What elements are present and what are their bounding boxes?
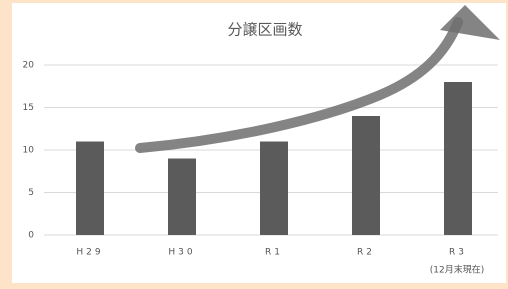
y-tick-label: 10 [23, 146, 35, 156]
bar [260, 142, 288, 236]
x-tick-label: H29 [76, 248, 103, 258]
chart-title: 分譲区画数 [227, 21, 302, 39]
note: (12月末現在) [430, 264, 484, 276]
y-tick-label: 15 [23, 103, 34, 113]
x-tick-label: R1 [265, 248, 283, 258]
x-tick-label: R2 [357, 248, 375, 258]
bar [444, 82, 472, 235]
y-tick-label: 5 [28, 188, 34, 198]
bar [352, 116, 380, 235]
x-tick-label: H30 [168, 248, 195, 258]
x-tick-label: R3 [449, 248, 467, 258]
y-tick-label: 0 [28, 231, 34, 241]
y-tick-label: 20 [23, 61, 35, 71]
bar [168, 159, 196, 236]
bar [76, 142, 104, 236]
chart: 分譲区画数 0 5 10 15 20 H29 H30 R1 R2 R3 (12月末現在) [0, 0, 508, 289]
